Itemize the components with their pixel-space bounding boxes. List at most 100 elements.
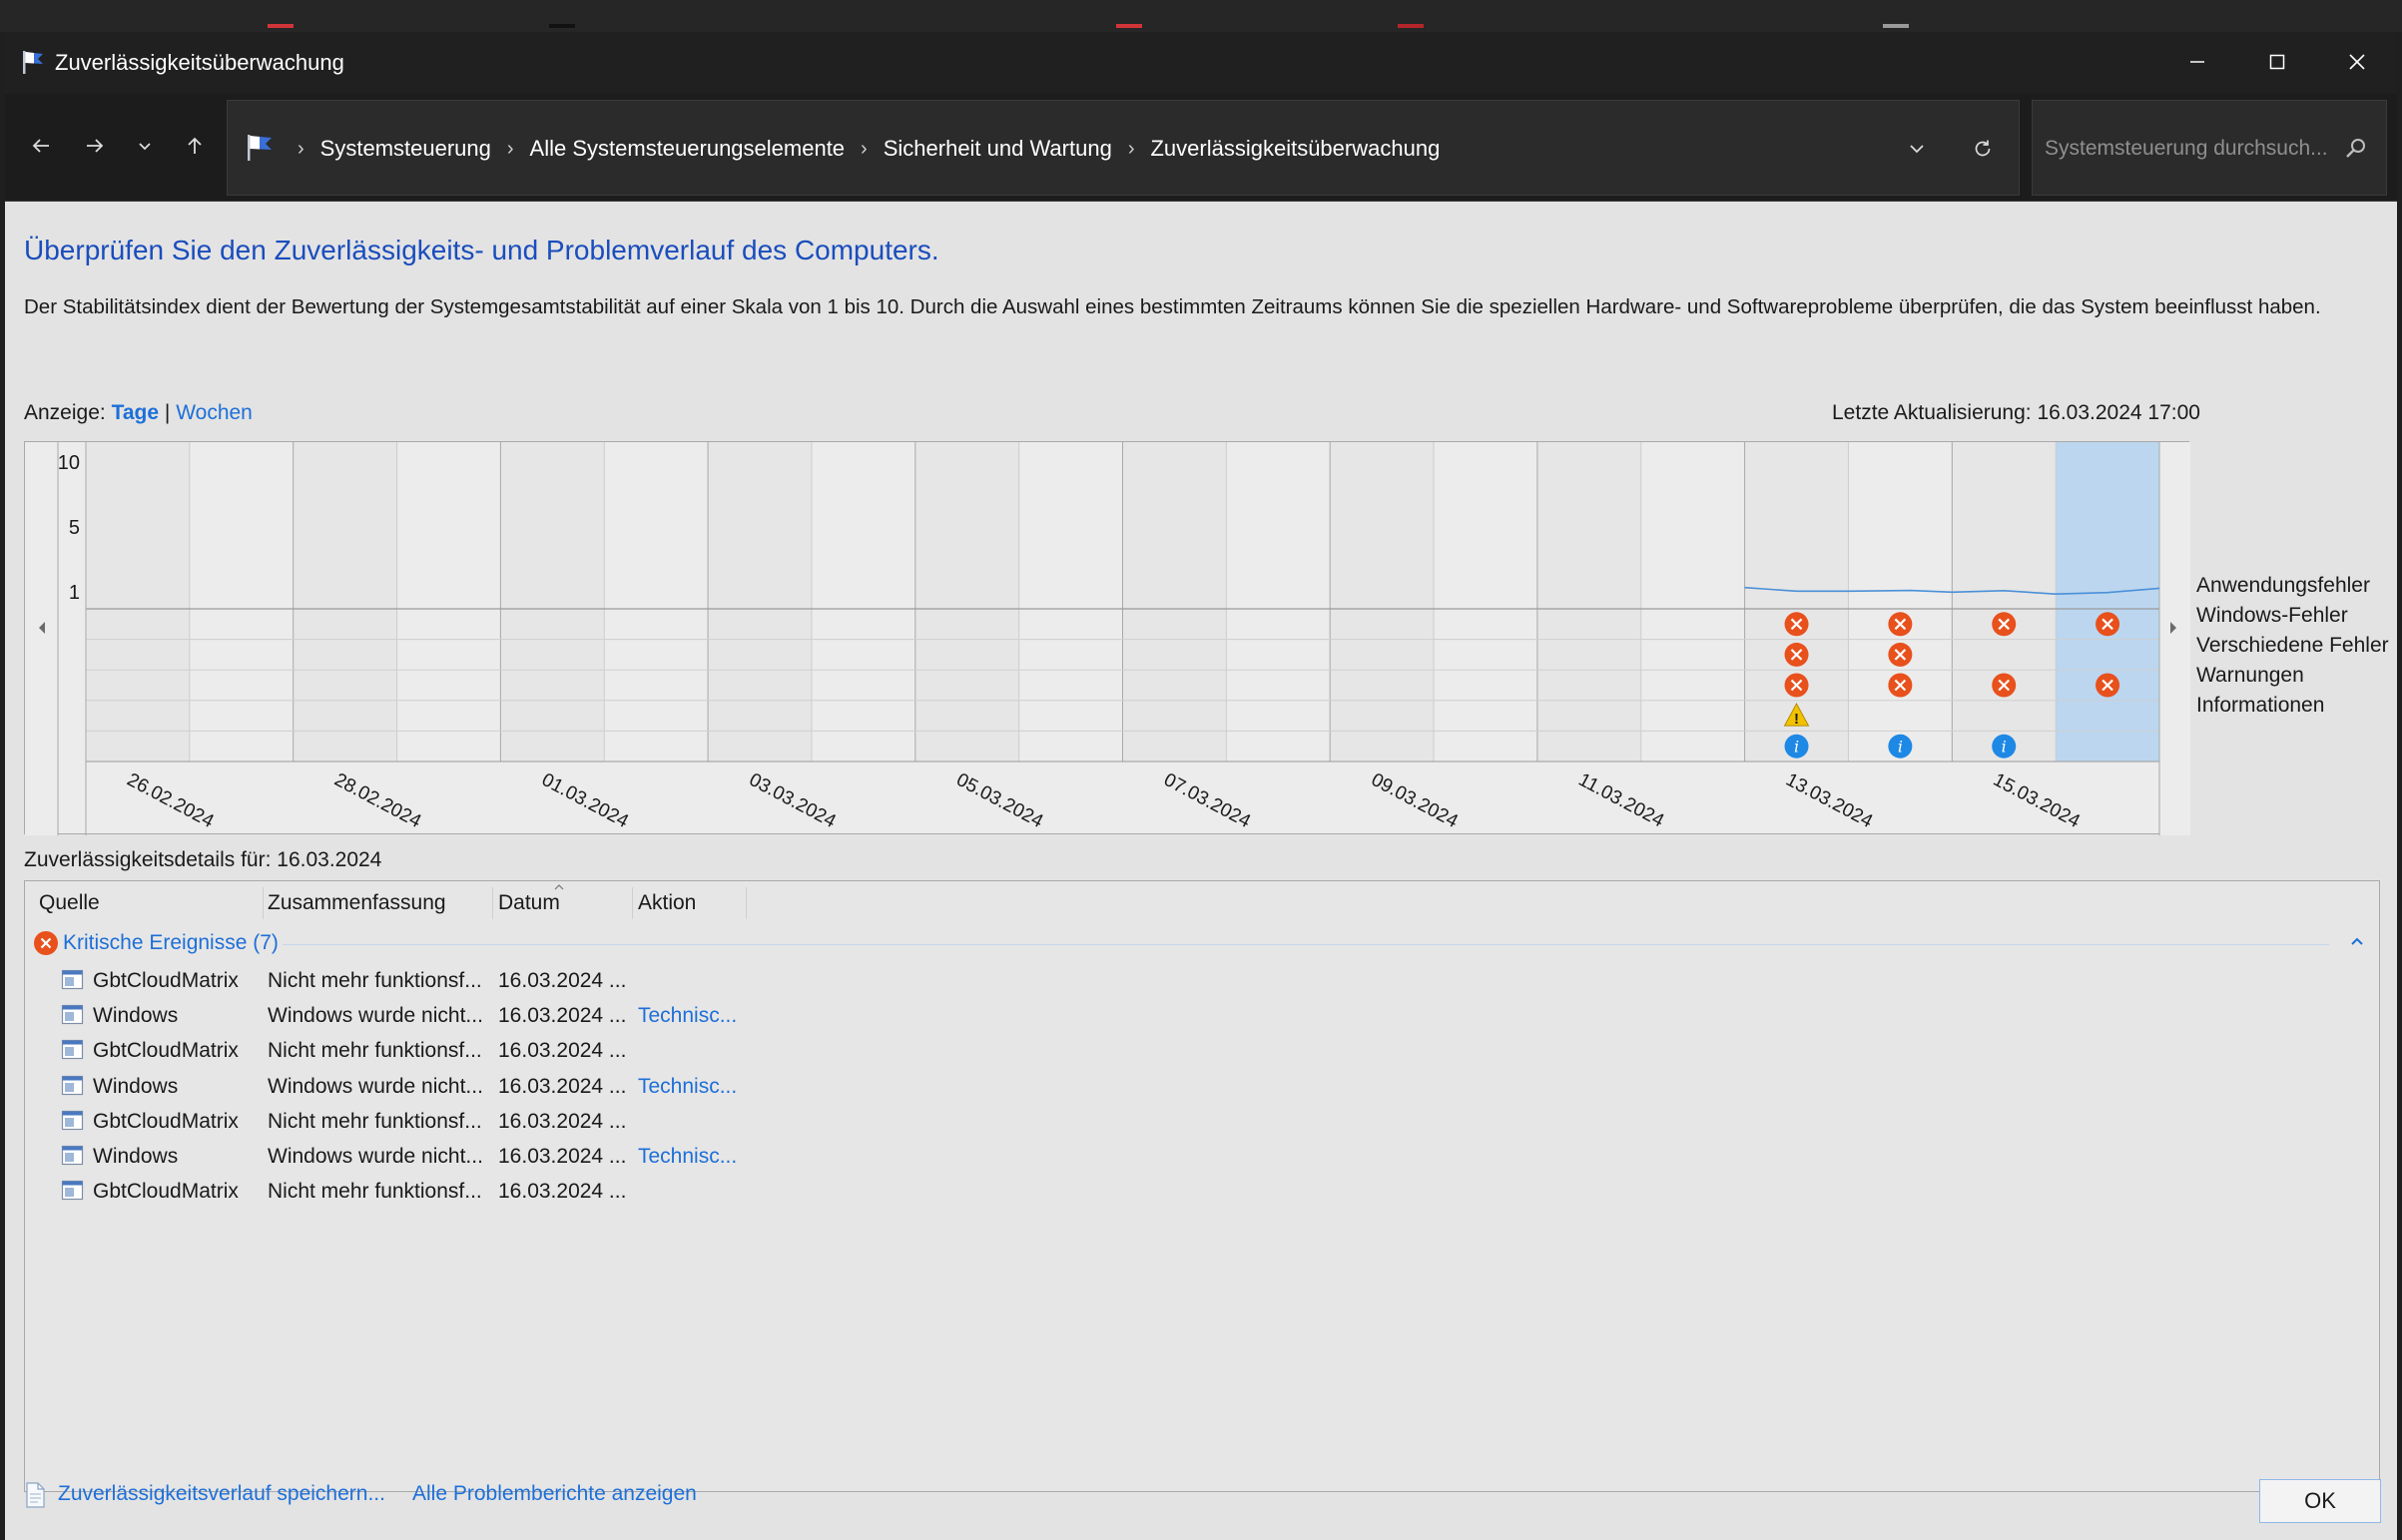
refresh-icon [1975, 140, 1991, 157]
day-column[interactable] [1952, 442, 2057, 762]
row-action-link[interactable]: Technisc... [638, 1074, 738, 1098]
refresh-button[interactable] [1961, 127, 2005, 171]
error-event-mark [1998, 618, 2010, 631]
info-event-icon[interactable] [1784, 734, 1809, 759]
ok-button[interactable]: OK [2259, 1479, 2381, 1523]
error-event-mark [1894, 618, 1907, 631]
flag-location-icon [248, 135, 272, 161]
table-row[interactable]: GbtCloudMatrix Nicht mehr funktionsf... 16… [25, 1033, 2379, 1068]
day-column[interactable] [1330, 442, 1435, 762]
breadcrumb-zuverlaessigkeit[interactable]: Zuverlässigkeitsüberwachung [1150, 136, 1441, 161]
day-column[interactable] [1226, 442, 1331, 762]
content-area: Überprüfen Sie den Zuverlässigkeits- und… [5, 202, 2397, 1540]
error-event-mark [2102, 618, 2113, 631]
row-source: GbtCloudMatrix [93, 1039, 239, 1063]
column-header-zusammenfassung[interactable]: Zusammenfassung [268, 891, 446, 914]
info-event-icon[interactable] [1992, 734, 2017, 759]
scroll-left-area[interactable] [25, 442, 58, 835]
details-table[interactable]: Quelle Zusammenfassung Datum Aktion Krit… [24, 880, 2380, 1492]
legend-informationen: Informationen [2196, 694, 2325, 717]
day-column[interactable] [189, 442, 294, 762]
taskbar-app-indicator [1398, 24, 1424, 28]
back-button[interactable] [19, 124, 63, 168]
address-history-button[interactable] [1895, 127, 1939, 171]
group-critical-events[interactable]: Kritische Ereignisse (7) [33, 927, 2369, 959]
column-header-quelle[interactable]: Quelle [39, 891, 100, 914]
date-tick-label: 28.02.2024 [330, 770, 424, 832]
column-divider[interactable] [492, 887, 493, 919]
application-icon [61, 1110, 84, 1130]
search-box[interactable] [2032, 100, 2387, 196]
info-event-icon[interactable] [1888, 734, 1913, 759]
table-row[interactable]: GbtCloudMatrix Nicht mehr funktionsf... 16… [25, 1104, 2379, 1139]
table-row[interactable]: Windows Windows wurde nicht... 16.03.2024 … [25, 1139, 2379, 1174]
row-action-link[interactable]: Technisc... [638, 1145, 738, 1168]
info-event-mark: i [2002, 738, 2007, 757]
day-column[interactable] [1848, 442, 1953, 762]
table-row[interactable]: GbtCloudMatrix Nicht mehr funktionsf... 16… [25, 1174, 2379, 1209]
day-column[interactable] [1122, 442, 1227, 762]
scroll-left-icon[interactable] [39, 622, 45, 634]
day-column[interactable] [1018, 442, 1123, 762]
row-source: Windows [93, 1145, 179, 1168]
breadcrumb-systemsteuerung[interactable]: Systemsteuerung [319, 136, 491, 161]
breadcrumb-alle-elemente[interactable]: Alle Systemsteuerungselemente [529, 136, 846, 161]
close-button[interactable] [2317, 32, 2397, 92]
column-divider[interactable] [263, 887, 264, 919]
group-label[interactable]: Kritische Ereignisse (7) [63, 931, 279, 954]
breadcrumb-separator[interactable]: › [861, 137, 868, 160]
day-column[interactable] [2056, 442, 2159, 762]
warning-event-icon[interactable] [1783, 703, 1810, 727]
day-column[interactable] [1434, 442, 1537, 762]
day-column[interactable] [811, 442, 915, 762]
column-header-aktion[interactable]: Aktion [638, 891, 697, 914]
up-button[interactable] [173, 124, 217, 168]
day-column[interactable] [604, 442, 709, 762]
day-column[interactable] [1640, 442, 1745, 762]
breadcrumb-separator[interactable]: › [506, 137, 514, 160]
day-column[interactable] [293, 442, 397, 762]
search-input[interactable] [2043, 131, 2336, 167]
row-action-link[interactable]: Technisc... [638, 1004, 738, 1028]
legend-windows-fehler: Windows-Fehler [2196, 604, 2348, 627]
recent-locations-button[interactable] [123, 124, 167, 168]
day-column[interactable] [500, 442, 605, 762]
title-bar: Zuverlässigkeitsüberwachung [5, 32, 2397, 94]
day-column[interactable] [914, 442, 1019, 762]
day-column[interactable] [396, 442, 501, 762]
save-history-link[interactable]: Zuverlässigkeitsverlauf speichern... [58, 1482, 385, 1505]
date-tick-label: 26.02.2024 [124, 770, 218, 832]
error-event-mark [1998, 679, 2010, 692]
scroll-right-area[interactable] [2159, 442, 2190, 835]
collapse-chevron-icon[interactable] [2345, 929, 2369, 953]
row-source: GbtCloudMatrix [93, 1109, 239, 1133]
stability-chart-svg[interactable]: 10 5 1! i i i 26.02.2024 28.02.2024 01.03.2024 03… [25, 442, 2190, 835]
stability-chart[interactable]: 10 5 1! i i i 26.02.2024 28.02.2024 01.03.2024 03… [24, 441, 2190, 835]
breadcrumb-sicherheit-wartung[interactable]: Sicherheit und Wartung [883, 136, 1112, 161]
details-label: Zuverlässigkeitsdetails für: 16.03.2024 [24, 848, 382, 871]
navigation-bar: › Systemsteuerung › Alle Systemsteuerung… [5, 94, 2397, 202]
stability-index-line [1744, 586, 2160, 596]
column-header-datum[interactable]: Datum [498, 891, 560, 914]
day-column[interactable] [1536, 442, 1641, 762]
column-divider[interactable] [632, 887, 633, 919]
forward-button[interactable] [73, 124, 117, 168]
day-column[interactable] [86, 442, 190, 762]
breadcrumb-separator[interactable]: › [1127, 137, 1135, 160]
page-heading: Überprüfen Sie den Zuverlässigkeits- und… [24, 235, 939, 265]
column-divider[interactable] [746, 887, 747, 919]
view-weeks-link[interactable]: Wochen [176, 401, 253, 424]
address-bar[interactable]: › Systemsteuerung › Alle Systemsteuerung… [227, 100, 2020, 196]
info-event-mark: i [1898, 738, 1903, 757]
minimize-button[interactable] [2157, 32, 2237, 92]
maximize-button[interactable] [2237, 32, 2317, 92]
table-row[interactable]: GbtCloudMatrix Nicht mehr funktionsf... 16… [25, 963, 2379, 998]
table-row[interactable]: Windows Windows wurde nicht... 16.03.2024 … [25, 1069, 2379, 1104]
day-column[interactable] [708, 442, 812, 762]
all-reports-link[interactable]: Alle Problemberichte anzeigen [412, 1482, 697, 1505]
scroll-right-icon[interactable] [2170, 622, 2176, 634]
search-icon[interactable] [2342, 135, 2370, 163]
table-row[interactable]: Windows Windows wurde nicht... 16.03.2024 … [25, 998, 2379, 1033]
view-days-link[interactable]: Tage [111, 401, 160, 424]
taskbar-app-indicator [268, 24, 294, 28]
